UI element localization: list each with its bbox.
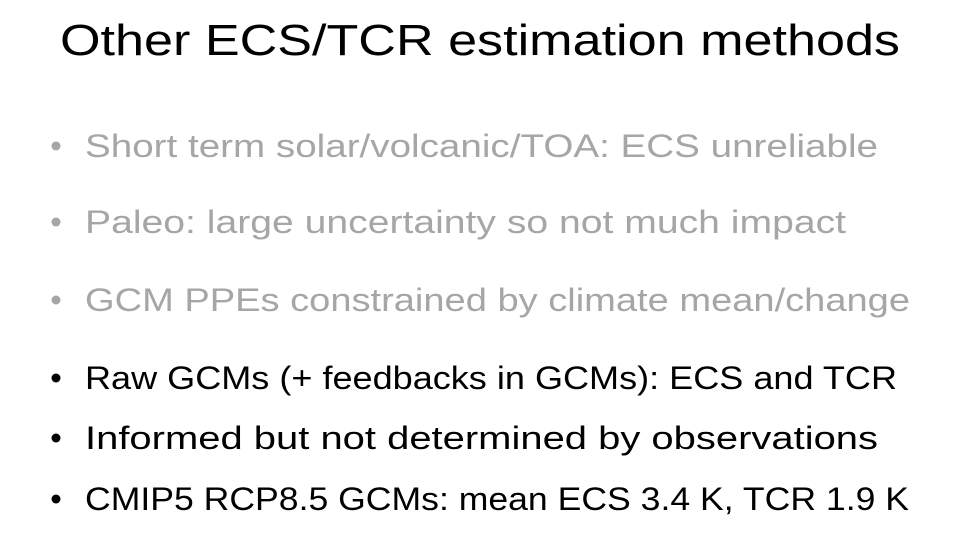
bullet-text: GCM PPEs constrained by climate mean/cha… bbox=[85, 282, 910, 318]
bullet-row: Short term solar/volcanic/TOA: ECS unrel… bbox=[51, 128, 878, 164]
bullet-dot bbox=[51, 373, 61, 383]
bullet-text: Paleo: large uncertainty so not much imp… bbox=[85, 204, 846, 240]
bullet-row: Raw GCMs (+ feedbacks in GCMs): ECS and … bbox=[51, 360, 897, 396]
bullet-row: CMIP5 RCP8.5 GCMs: mean ECS 3.4 K, TCR 1… bbox=[51, 481, 909, 517]
bullet-dot bbox=[51, 433, 61, 443]
bullet-dot bbox=[51, 295, 61, 305]
bullet-row: Informed but not determined by observati… bbox=[51, 420, 878, 456]
bullet-dot bbox=[51, 217, 61, 227]
bullet-dot bbox=[51, 141, 61, 151]
bullet-text: Short term solar/volcanic/TOA: ECS unrel… bbox=[85, 128, 878, 164]
bullet-dot bbox=[51, 494, 61, 504]
bullet-text: Raw GCMs (+ feedbacks in GCMs): ECS and … bbox=[85, 360, 897, 396]
bullet-text: Informed but not determined by observati… bbox=[85, 420, 878, 456]
bullet-row: Paleo: large uncertainty so not much imp… bbox=[51, 204, 846, 240]
bullet-text: CMIP5 RCP8.5 GCMs: mean ECS 3.4 K, TCR 1… bbox=[85, 481, 909, 517]
slide-title: Other ECS/TCR estimation methods bbox=[60, 16, 900, 65]
bullet-row: GCM PPEs constrained by climate mean/cha… bbox=[51, 282, 910, 318]
